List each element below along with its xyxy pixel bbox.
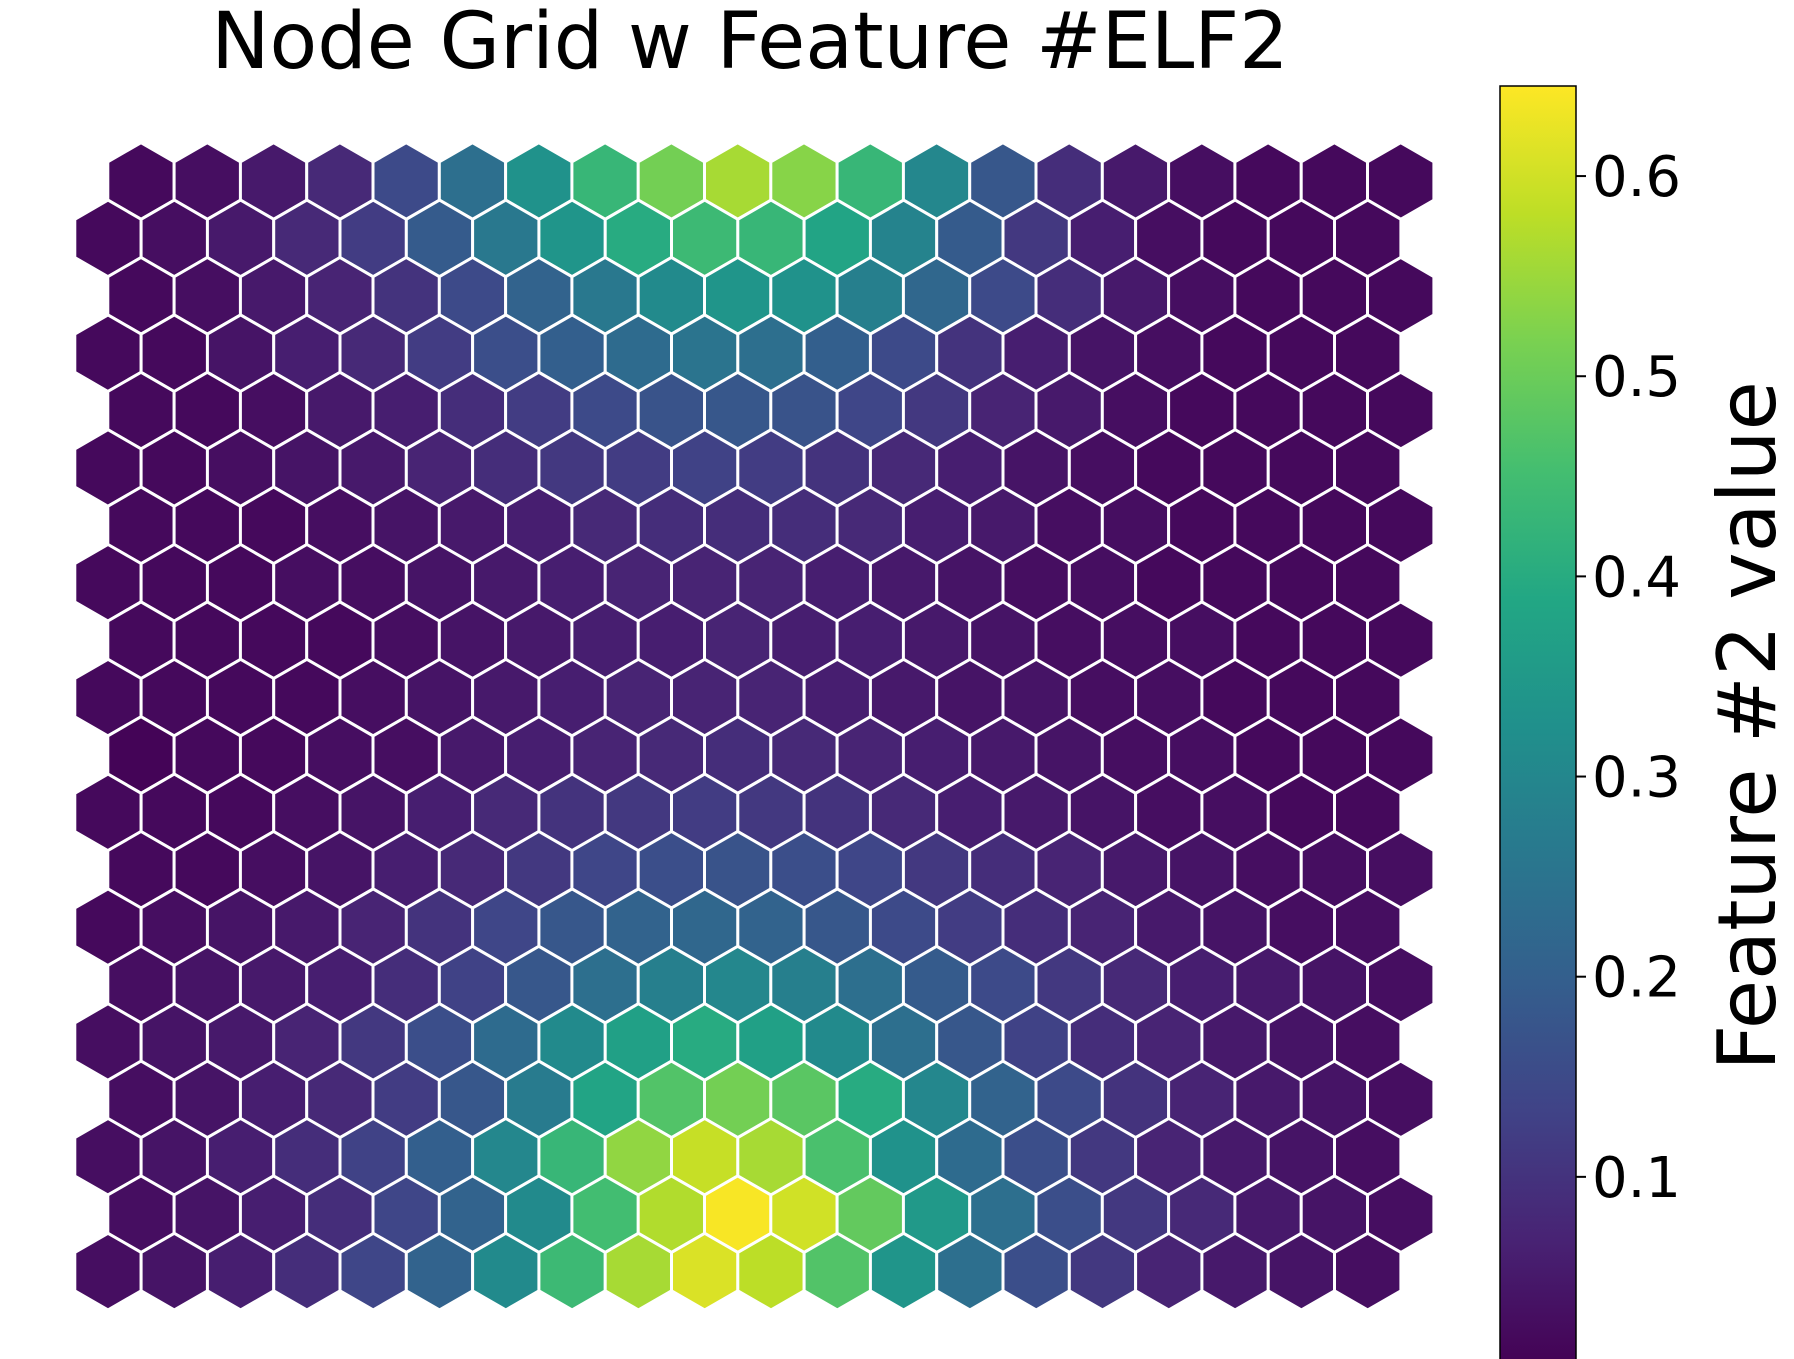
colorbar-label: Feature #2 value (1701, 381, 1794, 1071)
colorbar-ticks: 0.1 0.2 0.3 0.4 0.5 0.6 (1576, 145, 1681, 1211)
colorbar: 0.1 0.2 0.3 0.4 0.5 0.6 Feature #2 value (1499, 85, 1794, 1359)
colorbar-tick-label: 0.3 (1592, 746, 1681, 811)
colorbar-tick-label: 0.5 (1592, 345, 1681, 410)
chart-title: Node Grid w Feature #ELF2 (211, 0, 1289, 87)
colorbar-tick-label: 0.4 (1592, 545, 1681, 610)
colorbar-tick-label: 0.2 (1592, 946, 1681, 1011)
hex-cell (1333, 1231, 1403, 1312)
colorbar-gradient (1499, 85, 1577, 1359)
colorbar-tick-label: 0.1 (1592, 1146, 1681, 1211)
hex-cells (73, 140, 1436, 1312)
colorbar-tick-label: 0.6 (1592, 145, 1681, 210)
